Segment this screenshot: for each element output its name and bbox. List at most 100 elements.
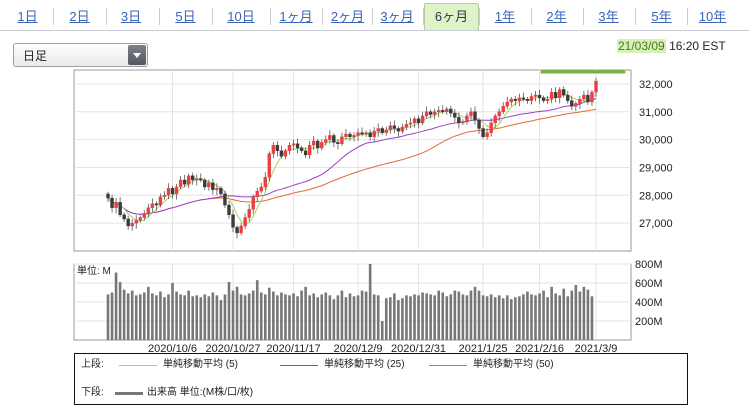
volume-bar [187,290,190,340]
candle-body [449,108,453,114]
quote-timestamp: 21/03/09 16:20 EST [617,39,726,53]
candle-body [231,214,235,228]
volume-bar [247,293,251,340]
tab-6[interactable]: 1ヶ月 [279,9,313,24]
candle-body [545,99,550,101]
candle-body [126,218,130,227]
volume-bar [433,295,436,340]
candle-body [360,132,364,135]
volume-bar [142,292,146,340]
candle-body [392,125,397,129]
candle-body [521,97,526,100]
volume-bar [292,293,295,340]
volume-bar [344,297,348,340]
volume-bar [223,294,227,340]
candle-body [203,179,207,188]
tab-8[interactable]: 3ヶ月 [380,9,414,24]
volume-bar [280,292,283,340]
volume-bar [183,295,186,340]
volume-bar [243,295,247,340]
volume-bar [457,291,461,340]
volume-bar [501,298,505,340]
volume-bar [328,295,332,340]
volume-bar [493,297,497,340]
candle-body [384,129,388,133]
volume-bar [481,295,485,340]
tab-13[interactable]: 5年 [651,9,672,24]
volume-bar [542,290,545,340]
candle-body [400,126,405,132]
volume-bar [114,272,118,340]
candle-body [437,110,441,112]
volume-bar [530,294,533,340]
volume-bar [167,294,170,340]
chart-legend: 上段: 単純移動平均 (5) 単純移動平均 (25) 単純移動平均 (50) 下… [74,353,688,405]
candle-body [324,139,328,143]
chevron-down-icon[interactable] [128,45,146,65]
candle-body [529,96,534,101]
tab-7[interactable]: 2ヶ月 [330,9,365,24]
candle-body [243,217,247,227]
volume-bar [397,300,400,340]
candle-body [352,135,356,138]
price-tick-label: 30,000 [639,135,673,147]
candle-body [263,177,267,188]
candle-body [142,213,146,218]
volume-bar [554,293,557,340]
volume-bar [393,293,396,340]
tab-separator [635,8,636,25]
tab-10[interactable]: 1年 [494,9,516,24]
tab-4[interactable]: 5日 [175,9,196,24]
tab-separator [531,8,532,25]
tab-14[interactable]: 10年 [698,9,727,24]
volume-bar [384,298,388,340]
volume-bar [106,294,110,340]
volume-bar [473,286,477,340]
volume-bar [110,292,114,340]
tab-1[interactable]: 1日 [17,9,38,24]
price-tick-label: 32,000 [639,79,673,91]
tab-3[interactable]: 3日 [120,9,142,24]
candle-body [348,133,352,138]
volume-bar [566,296,570,340]
volume-bar [211,292,215,340]
volume-bar [251,290,255,340]
volume-bar [582,286,586,340]
candle-body [154,203,159,206]
volume-bar [263,294,267,340]
candle-body [162,195,167,197]
candle-body [130,222,134,227]
candle-body [541,97,546,101]
volume-bar [586,289,590,340]
volume-bar [485,296,489,340]
volume-bar [138,294,142,340]
legend-ma50-swatch [429,365,467,366]
candle-body [340,136,344,144]
volume-bar [348,293,352,340]
tab-separator [582,8,584,25]
candle-period-select[interactable]: 日足 [13,43,148,67]
candle-body [396,128,401,132]
candle-body [255,190,259,197]
x-tick-label: 2021/1/25 [459,343,508,355]
tab-separator [158,8,160,25]
candle-body [106,193,110,199]
candle-body [247,209,251,218]
candle-body [134,220,138,224]
tab-separator [322,8,323,25]
tab-12[interactable]: 3年 [598,9,619,24]
candle-body [344,133,348,138]
volume-bar [191,296,194,340]
volume-bar [489,294,493,340]
tab-5[interactable]: 10日 [227,9,255,24]
tab-9[interactable]: 6ヶ月 [424,3,479,30]
candle-body [549,92,554,100]
candle-body [517,97,522,101]
tab-2[interactable]: 2日 [69,9,90,24]
volume-bar [401,298,404,340]
tab-11[interactable]: 2年 [546,9,567,24]
candle-body [513,99,518,101]
candle-body [267,153,272,178]
tab-separator [478,8,480,25]
volume-bar [130,290,134,340]
